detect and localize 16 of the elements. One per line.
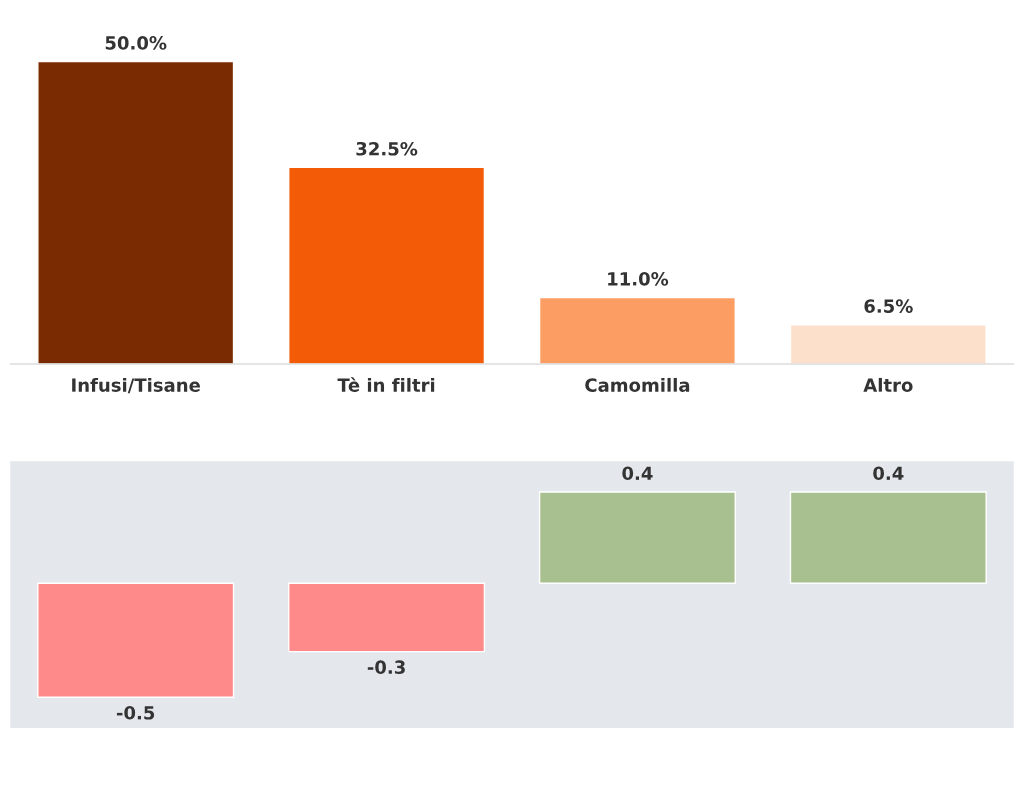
x-tick-label: Tè in filtri	[337, 377, 435, 392]
bar	[538, 296, 736, 365]
data-label: 0.4	[622, 466, 653, 481]
data-label: 6.5%	[864, 299, 913, 313]
bar	[789, 324, 987, 365]
data-label: -0.5	[116, 705, 155, 720]
x-tick-label: Altro	[863, 377, 913, 392]
data-label: 32.5%	[356, 141, 418, 156]
data-label: 11.0%	[608, 272, 669, 286]
data-label: 0.4	[873, 466, 904, 481]
data-label: -0.3	[367, 660, 405, 674]
x-tick-label: Infusi/Tisane	[72, 377, 200, 394]
data-label: 50.0%	[105, 36, 167, 50]
bar	[37, 60, 235, 365]
x-tick-label: Camomilla	[585, 377, 690, 392]
bar	[288, 166, 486, 365]
